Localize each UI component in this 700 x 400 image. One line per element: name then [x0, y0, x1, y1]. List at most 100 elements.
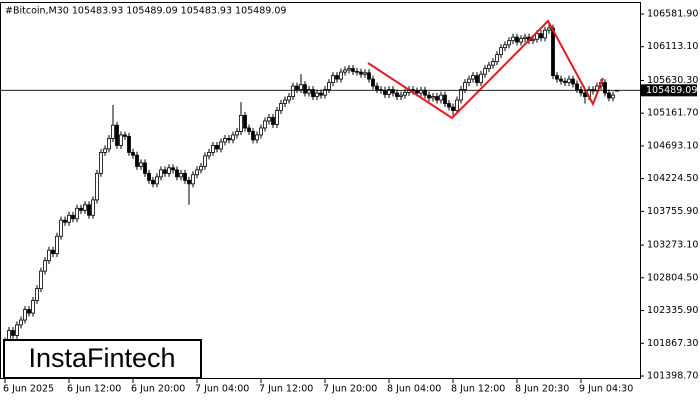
candle-body [299, 84, 303, 90]
candle-body [199, 165, 203, 171]
y-tick-label: 102804.50 [647, 272, 698, 283]
candle-body [255, 134, 259, 141]
x-tick-label: 6 Jun 2025 [3, 384, 54, 395]
candle-body [603, 82, 607, 94]
candle-body [55, 235, 59, 255]
x-tick-label: 6 Jun 12:00 [67, 384, 121, 395]
y-tick-label: 104693.10 [647, 140, 698, 151]
candle-body [371, 78, 375, 87]
candle-body [307, 89, 311, 94]
candle-body [19, 319, 23, 326]
candle-body [195, 169, 199, 176]
candle-body [107, 138, 111, 150]
candle-body [459, 89, 463, 101]
candle-body [263, 120, 267, 129]
pattern-line [367, 19, 604, 120]
candle-body [71, 214, 75, 220]
candle-body [575, 83, 579, 90]
candle-body [583, 92, 587, 97]
candle-body [79, 207, 83, 211]
candle-body [179, 172, 183, 178]
candle-body [551, 27, 555, 76]
candle-body [507, 40, 511, 46]
candle-body [31, 300, 35, 314]
y-tick-label: 104224.50 [647, 173, 698, 184]
candle-body [491, 61, 495, 66]
candle-body [175, 169, 179, 178]
candle-body [395, 92, 399, 97]
candle-body [167, 167, 171, 174]
candle-body [555, 75, 559, 80]
y-tick-label: 106581.90 [647, 9, 698, 20]
candle-body [47, 249, 51, 262]
candle-body [159, 169, 163, 178]
candle-body [63, 219, 67, 223]
candle-body [135, 154, 139, 167]
candle-body [327, 82, 331, 90]
candle-body [127, 135, 131, 153]
candle-body [27, 309, 31, 314]
candle-body [119, 134, 123, 146]
candle-body [103, 148, 107, 153]
candle-body [559, 78, 563, 82]
candle-body [91, 199, 95, 216]
x-tick-label: 7 Jun 20:00 [323, 384, 377, 395]
candle-body [495, 54, 499, 63]
candle-body [87, 204, 91, 216]
candle-body [75, 207, 79, 220]
candle-body [543, 29, 547, 39]
candle-body [163, 169, 167, 174]
candle-body [67, 214, 71, 223]
candle-body [155, 176, 159, 185]
candle-body [323, 89, 327, 96]
candle-body [59, 219, 63, 237]
candle-body [171, 167, 175, 171]
candle-body [151, 179, 155, 185]
candle-body [439, 94, 443, 101]
candle-body [523, 36, 527, 39]
candle-body [291, 85, 295, 97]
candle-body [23, 309, 27, 321]
candle-body [15, 324, 19, 336]
candle-body [443, 94, 447, 104]
candle-body [11, 330, 15, 336]
candle-body [339, 71, 343, 80]
candle-body [331, 75, 335, 83]
candle-body [315, 92, 319, 97]
y-tick-label: 103273.10 [647, 240, 698, 251]
candle-body [187, 179, 191, 185]
candle-body [251, 131, 255, 141]
y-tick-label: 105161.70 [647, 108, 698, 119]
candle-body [511, 36, 515, 42]
candle-body [571, 78, 575, 85]
candle-body [287, 96, 291, 101]
candle-body [259, 127, 263, 136]
y-tick-label: 105630.30 [647, 75, 698, 86]
candle-body [335, 75, 339, 80]
candle-body [399, 94, 403, 97]
candle-body [359, 71, 363, 75]
candle-body [223, 138, 227, 143]
candle-body [215, 145, 219, 150]
candle-body [567, 78, 571, 83]
candle-body [519, 38, 523, 43]
candle-body [363, 72, 367, 75]
logo-frame [3, 339, 202, 379]
candle-body [431, 96, 435, 99]
candle-body [319, 92, 323, 96]
y-tick-label: 102335.90 [647, 305, 698, 316]
candle-body [239, 115, 243, 132]
x-tick-label: 6 Jun 20:00 [131, 384, 185, 395]
candle-body [451, 106, 455, 111]
candle-body [123, 134, 127, 137]
candle-body [499, 47, 503, 56]
candle-body [39, 270, 43, 290]
candle-body [479, 73, 483, 83]
candle-body [383, 89, 387, 95]
candle-body [95, 172, 99, 201]
candle-body [343, 69, 347, 73]
candle-body [43, 260, 47, 272]
candle-body [35, 288, 39, 301]
candle-body [311, 89, 315, 97]
candle-body [231, 134, 235, 141]
